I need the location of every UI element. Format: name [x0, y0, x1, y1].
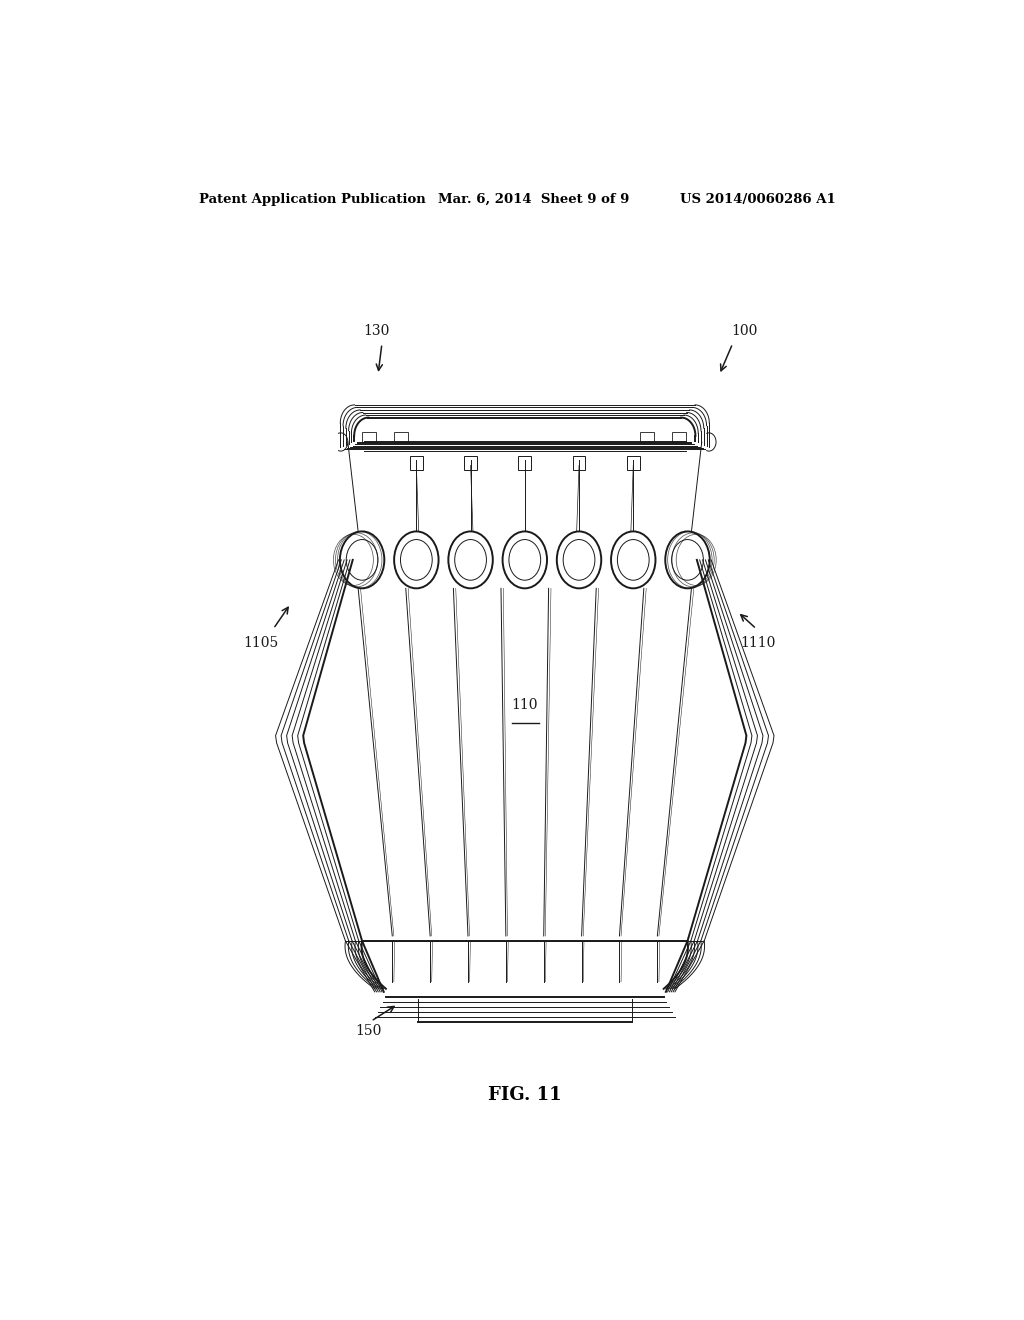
- Text: 1110: 1110: [740, 636, 776, 651]
- FancyBboxPatch shape: [627, 457, 640, 470]
- Bar: [640, 432, 654, 442]
- FancyBboxPatch shape: [464, 457, 477, 470]
- Text: 110: 110: [512, 698, 538, 713]
- Text: FIG. 11: FIG. 11: [488, 1086, 561, 1105]
- Text: Patent Application Publication: Patent Application Publication: [200, 193, 426, 206]
- Bar: [394, 432, 409, 442]
- Text: 100: 100: [731, 325, 758, 338]
- Text: 130: 130: [362, 325, 389, 338]
- Bar: [672, 432, 686, 442]
- FancyBboxPatch shape: [518, 457, 531, 470]
- Text: 150: 150: [355, 1024, 382, 1039]
- Text: 1105: 1105: [243, 636, 279, 651]
- FancyBboxPatch shape: [572, 457, 586, 470]
- Text: US 2014/0060286 A1: US 2014/0060286 A1: [680, 193, 836, 206]
- Text: Mar. 6, 2014  Sheet 9 of 9: Mar. 6, 2014 Sheet 9 of 9: [437, 193, 629, 206]
- Bar: [362, 432, 377, 442]
- FancyBboxPatch shape: [410, 457, 423, 470]
